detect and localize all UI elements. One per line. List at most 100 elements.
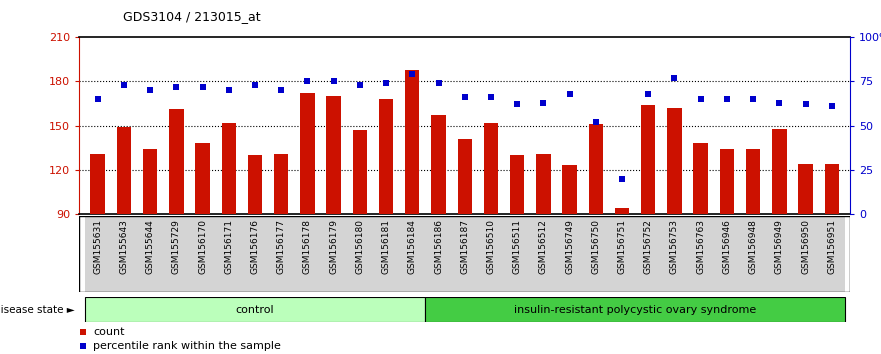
- Point: [432, 80, 446, 86]
- Bar: [321, 216, 347, 292]
- Point: [720, 96, 734, 102]
- Bar: [557, 216, 582, 292]
- Text: GSM156170: GSM156170: [198, 219, 207, 274]
- Point: [693, 96, 707, 102]
- Point: [222, 87, 236, 93]
- Bar: [793, 216, 818, 292]
- Bar: [432, 115, 446, 214]
- Bar: [818, 216, 845, 292]
- Bar: [426, 216, 452, 292]
- Bar: [530, 216, 557, 292]
- Point: [327, 79, 341, 84]
- Bar: [274, 154, 288, 214]
- Bar: [116, 127, 131, 214]
- Bar: [91, 154, 105, 214]
- Text: GSM156950: GSM156950: [801, 219, 811, 274]
- Bar: [169, 109, 183, 214]
- Bar: [196, 143, 210, 214]
- Text: GSM156187: GSM156187: [460, 219, 470, 274]
- Point: [668, 75, 682, 81]
- Bar: [484, 123, 498, 214]
- Bar: [137, 216, 163, 292]
- Bar: [537, 154, 551, 214]
- Point: [300, 79, 315, 84]
- Bar: [452, 216, 478, 292]
- Point: [510, 102, 524, 107]
- Bar: [373, 216, 399, 292]
- Point: [492, 290, 507, 296]
- Bar: [189, 216, 216, 292]
- Bar: [798, 164, 813, 214]
- Point: [798, 102, 812, 107]
- Text: GSM155631: GSM155631: [93, 219, 102, 274]
- Point: [196, 84, 210, 90]
- Text: GSM156749: GSM156749: [565, 219, 574, 274]
- Bar: [562, 166, 577, 214]
- Bar: [714, 216, 740, 292]
- Point: [589, 119, 603, 125]
- Bar: [720, 149, 734, 214]
- Text: GSM155729: GSM155729: [172, 219, 181, 274]
- Point: [274, 87, 288, 93]
- Bar: [399, 216, 426, 292]
- Text: GSM156180: GSM156180: [355, 219, 365, 274]
- Bar: [85, 297, 426, 322]
- Point: [91, 96, 105, 102]
- Text: GSM156951: GSM156951: [827, 219, 836, 274]
- Text: insulin-resistant polycystic ovary syndrome: insulin-resistant polycystic ovary syndr…: [514, 305, 756, 315]
- Point: [773, 100, 787, 105]
- Text: disease state ►: disease state ►: [0, 305, 75, 315]
- Bar: [294, 216, 321, 292]
- Bar: [221, 123, 236, 214]
- Point: [458, 95, 472, 100]
- Bar: [143, 149, 158, 214]
- Text: GSM156948: GSM156948: [749, 219, 758, 274]
- Bar: [609, 216, 635, 292]
- Point: [143, 87, 157, 93]
- Bar: [772, 129, 787, 214]
- Bar: [615, 208, 629, 214]
- Bar: [248, 155, 263, 214]
- Bar: [478, 216, 504, 292]
- Point: [537, 100, 551, 105]
- Point: [563, 91, 577, 97]
- Bar: [635, 216, 662, 292]
- Text: GSM156171: GSM156171: [225, 219, 233, 274]
- Bar: [426, 297, 845, 322]
- Text: GSM156949: GSM156949: [775, 219, 784, 274]
- Bar: [662, 216, 687, 292]
- Text: GSM156946: GSM156946: [722, 219, 731, 274]
- Text: GSM156753: GSM156753: [670, 219, 679, 274]
- Text: control: control: [235, 305, 274, 315]
- Text: percentile rank within the sample: percentile rank within the sample: [93, 341, 281, 350]
- Text: count: count: [93, 327, 125, 337]
- Bar: [510, 155, 524, 214]
- Text: GSM155644: GSM155644: [145, 219, 154, 274]
- Bar: [589, 124, 603, 214]
- Point: [117, 82, 131, 88]
- Bar: [405, 70, 419, 214]
- Text: GSM156186: GSM156186: [434, 219, 443, 274]
- Point: [484, 95, 498, 100]
- Bar: [163, 216, 189, 292]
- Point: [746, 96, 760, 102]
- Point: [825, 103, 839, 109]
- Bar: [504, 216, 530, 292]
- Bar: [242, 216, 268, 292]
- Point: [352, 82, 366, 88]
- Text: GSM156179: GSM156179: [329, 219, 338, 274]
- Bar: [582, 216, 609, 292]
- Text: GSM156512: GSM156512: [539, 219, 548, 274]
- Text: GSM155643: GSM155643: [119, 219, 129, 274]
- Bar: [641, 105, 655, 214]
- Bar: [457, 139, 472, 214]
- Point: [615, 176, 629, 182]
- Text: GSM156184: GSM156184: [408, 219, 417, 274]
- Bar: [740, 216, 766, 292]
- Bar: [766, 216, 793, 292]
- Text: GSM156176: GSM156176: [250, 219, 260, 274]
- Bar: [693, 143, 708, 214]
- Bar: [687, 216, 714, 292]
- Text: GSM156181: GSM156181: [381, 219, 390, 274]
- Text: GSM156763: GSM156763: [696, 219, 705, 274]
